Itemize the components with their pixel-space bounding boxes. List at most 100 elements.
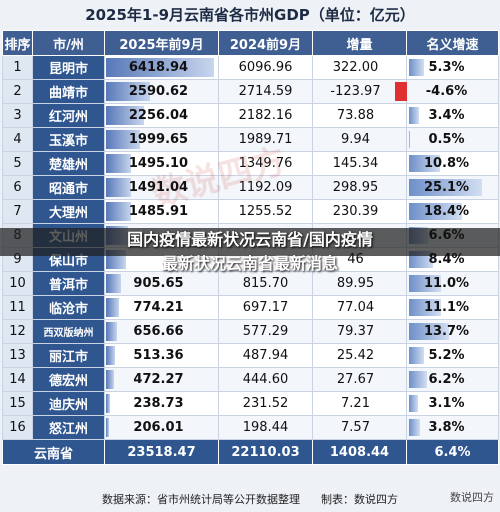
increase-cell: 7.57	[312, 415, 407, 440]
increase-value: 230.39	[332, 204, 379, 219]
increase-cell: 25.42	[312, 343, 407, 368]
gdp-bar	[106, 394, 111, 413]
gdp-bar	[106, 130, 140, 149]
growth-cell: 10.8%	[406, 151, 499, 176]
gdp2025-cell: 1485.91	[104, 199, 219, 224]
growth-cell: 25.1%	[406, 175, 499, 200]
gdp-bar	[106, 418, 110, 437]
gdp2024-cell: 487.94	[218, 343, 313, 368]
total-gdp2025: 23518.47	[104, 439, 219, 465]
rank-cell: 4	[2, 127, 33, 152]
gdp2025-cell: 206.01	[104, 415, 219, 440]
growth-value: 5.2%	[428, 348, 465, 363]
gdp2024-cell: 577.29	[218, 319, 313, 344]
footer: 数据来源：省市州统计局等公开数据整理 制表：数说四方	[0, 487, 500, 512]
table-row: 15 迪庆州 238.73 231.52 7.21 3.1%	[2, 391, 499, 416]
growth-cell: 18.4%	[406, 199, 499, 224]
gdp2024-cell: 2714.59	[218, 79, 313, 104]
banner-line-2: 最新状况云南省最新消息	[161, 254, 338, 273]
gdp2025-value: 206.01	[133, 420, 184, 435]
growth-value: -4.6%	[425, 84, 468, 99]
overlay-banner	[0, 228, 500, 256]
increase-cell: 7.21	[312, 391, 407, 416]
rank-cell: 6	[2, 175, 33, 200]
table-row: 11 临沧市 774.21 697.17 77.04 11.1%	[2, 295, 499, 320]
city-cell: 楚雄州	[32, 151, 105, 176]
table-row: 6 昭通市 1491.04 1192.09 298.95 25.1%	[2, 175, 499, 200]
increase-cell: 145.34	[312, 151, 407, 176]
total-label: 云南省	[2, 439, 105, 465]
gdp-bar	[106, 322, 118, 341]
total-growth: 6.4%	[406, 439, 499, 465]
growth-cell: 0.5%	[406, 127, 499, 152]
increase-value: 89.95	[336, 276, 375, 291]
growth-value: 3.1%	[428, 396, 465, 411]
growth-bar	[409, 275, 441, 292]
rank-cell: 7	[2, 199, 33, 224]
city-cell: 昆明市	[32, 55, 105, 80]
gdp2025-value: 472.27	[133, 372, 184, 387]
increase-value: 77.04	[336, 300, 375, 315]
header-gdp2024: 2024前9月	[218, 30, 313, 56]
gdp-bar	[106, 58, 215, 77]
rank-cell: 14	[2, 367, 33, 392]
gdp-bar	[106, 370, 114, 389]
gdp2025-value: 1495.10	[128, 156, 189, 171]
gdp2025-cell: 2256.04	[104, 103, 219, 128]
growth-cell: 5.2%	[406, 343, 499, 368]
header-rank: 排序	[2, 30, 33, 56]
gdp2025-value: 656.66	[133, 324, 184, 339]
header-city: 市/州	[32, 30, 105, 56]
city-cell: 玉溪市	[32, 127, 105, 152]
increase-cell: 322.00	[312, 55, 407, 80]
gdp2024-cell: 2182.16	[218, 103, 313, 128]
growth-value: 6.6%	[428, 228, 465, 243]
growth-cell: 3.4%	[406, 103, 499, 128]
increase-cell: 230.39	[312, 199, 407, 224]
table-row: 10 普洱市 905.65 815.70 89.95 11.0%	[2, 271, 499, 296]
gdp2025-value: 6418.94	[128, 60, 189, 75]
growth-bar	[409, 347, 425, 364]
gdp2025-cell: 774.21	[104, 295, 219, 320]
table-row: 3 红河州 2256.04 2182.16 73.88 3.4%	[2, 103, 499, 128]
gdp2025-cell: 656.66	[104, 319, 219, 344]
city-cell: 临沧市	[32, 295, 105, 320]
gdp2024-cell: 231.52	[218, 391, 313, 416]
header-row: 排序 市/州 2025年前9月 2024前9月 增量 名义增速	[2, 30, 499, 56]
gdp2024-cell: 1989.71	[218, 127, 313, 152]
gdp-bar	[106, 274, 122, 293]
city-cell: 西双版纳州	[32, 319, 105, 344]
header-growth: 名义增速	[406, 30, 499, 56]
growth-value: 3.8%	[428, 420, 465, 435]
gdp2025-value: 774.21	[133, 300, 184, 315]
gdp2025-cell: 2590.62	[104, 79, 219, 104]
gdp2024-cell: 1192.09	[218, 175, 313, 200]
increase-value: 73.88	[336, 108, 375, 123]
increase-cell: 298.95	[312, 175, 407, 200]
rank-cell: 12	[2, 319, 33, 344]
city-cell: 大理州	[32, 199, 105, 224]
growth-bar	[409, 179, 482, 196]
increase-value: 7.21	[341, 396, 370, 411]
increase-value: 79.37	[336, 324, 375, 339]
increase-cell: 9.94	[312, 127, 407, 152]
growth-cell: 11.1%	[406, 295, 499, 320]
increase-value: 9.94	[341, 132, 370, 147]
gdp2025-cell: 238.73	[104, 391, 219, 416]
increase-cell: 79.37	[312, 319, 407, 344]
gdp2025-value: 238.73	[133, 396, 184, 411]
gdp2025-value: 1485.91	[128, 204, 189, 219]
header-increase: 增量	[312, 30, 407, 56]
chart-title: 2025年1-9月云南省各市州GDP（单位：亿元）	[85, 6, 415, 24]
growth-bar	[409, 155, 441, 172]
city-cell: 红河州	[32, 103, 105, 128]
gdp-bar	[106, 178, 132, 197]
table-row: 16 怒江州 206.01 198.44 7.57 3.8%	[2, 415, 499, 440]
gdp2025-value: 513.36	[133, 348, 184, 363]
gdp-bar	[106, 346, 115, 365]
increase-value: 298.95	[332, 180, 379, 195]
growth-cell: -4.6%	[395, 79, 499, 104]
increase-value: 322.00	[332, 60, 379, 75]
growth-negative-bar	[395, 82, 407, 101]
growth-cell: 13.7%	[406, 319, 499, 344]
